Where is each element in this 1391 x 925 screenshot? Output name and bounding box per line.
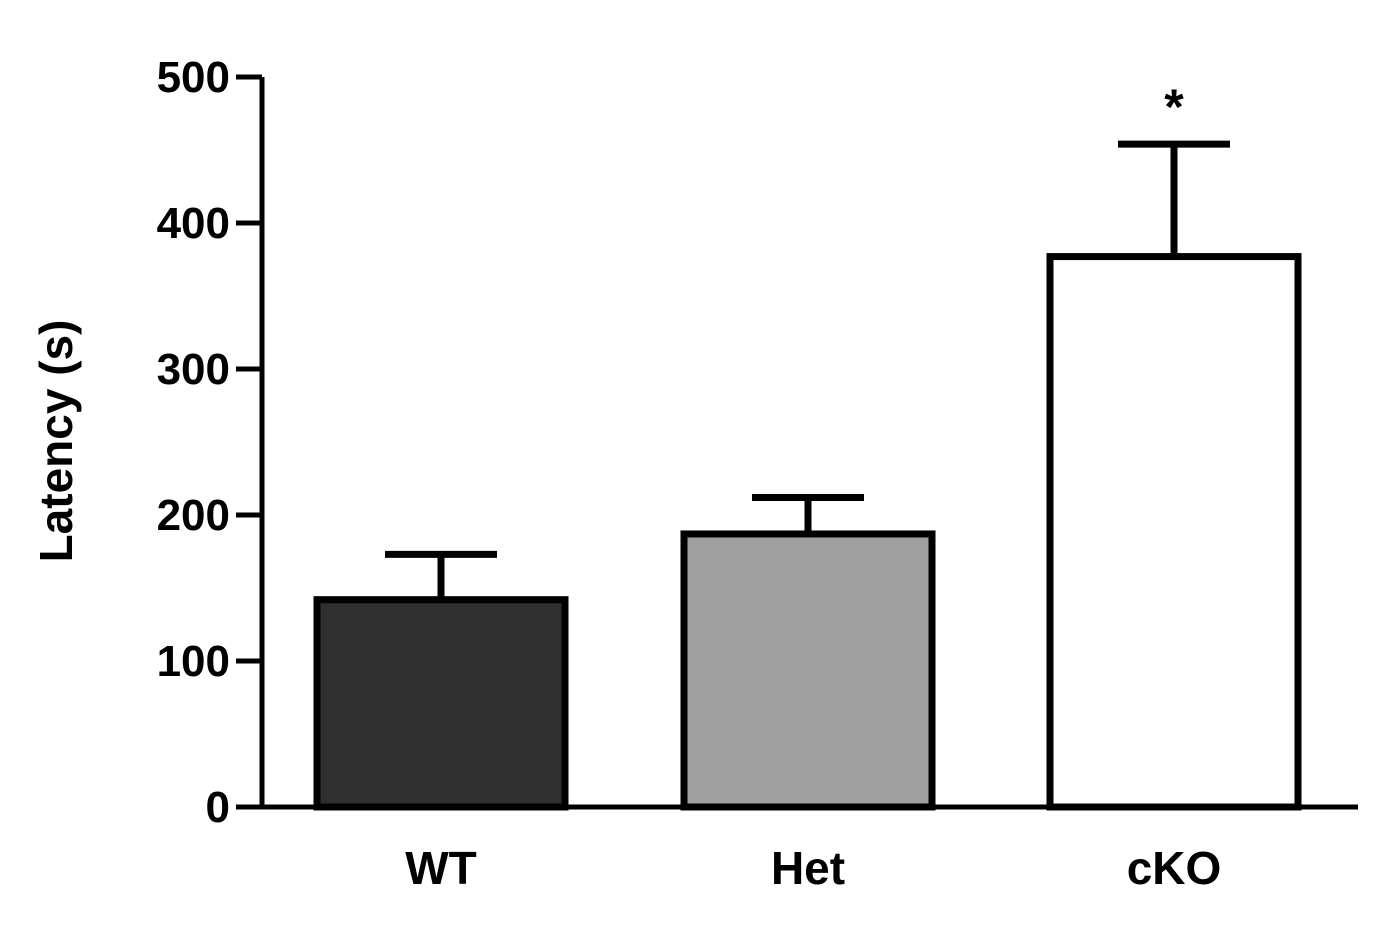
bar-wt [313,596,569,811]
axes [259,77,1358,810]
y-tick-label: 500 [157,53,230,102]
significance-marker: * [1164,79,1184,135]
y-tick-label: 400 [157,199,230,248]
x-tick-label-cko: cKO [1127,842,1222,894]
y-tick-label: 100 [157,637,230,686]
significance-annotations: * [1164,79,1184,135]
y-axis-title: Latency (s) [30,320,82,563]
y-ticks: 0 100 200 300 400 500 [157,53,262,832]
x-tick-label-wt: WT [405,842,477,894]
bar-cko [1046,253,1302,811]
error-bars [385,140,1230,600]
y-tick-label: 0 [206,783,230,832]
y-tick-label: 200 [157,491,230,540]
y-tick-label: 300 [157,345,230,394]
x-tick-label-het: Het [771,842,845,894]
bar-het [680,530,936,811]
x-tick-labels: WT Het cKO [405,842,1221,894]
